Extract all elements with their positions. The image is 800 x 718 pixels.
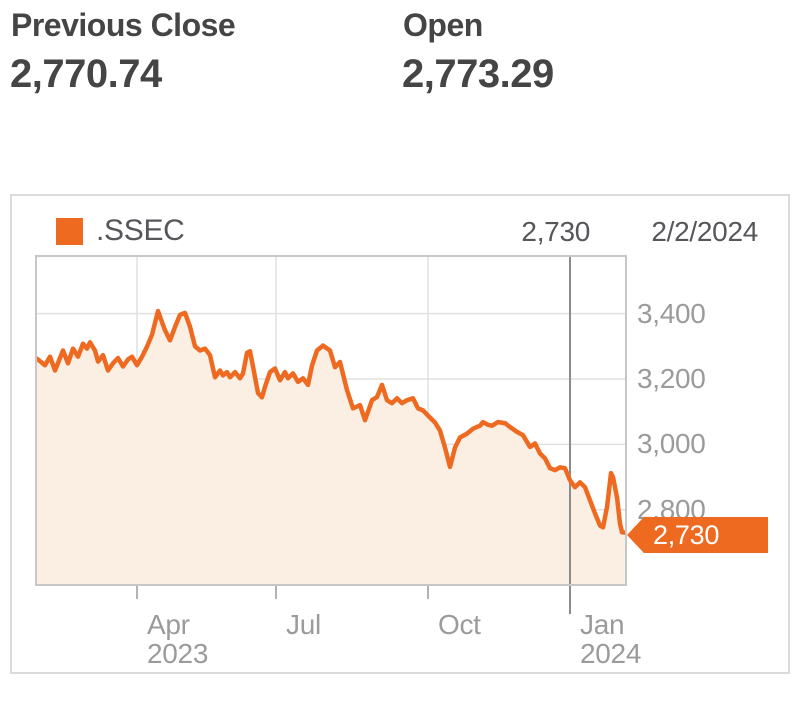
y-axis-label: 3,200 xyxy=(637,363,706,394)
x-axis-label: Jan 2024 xyxy=(580,610,641,668)
x-axis-year-tick xyxy=(569,586,571,614)
cursor-date: 2/2/2024 xyxy=(651,216,758,247)
last-price-badge: 2,730 xyxy=(627,517,768,553)
y-axis-label: 3,000 xyxy=(637,428,706,459)
price-line xyxy=(37,308,625,535)
x-axis-month: Apr xyxy=(147,609,190,640)
x-axis-tick xyxy=(275,586,277,599)
cursor-value: 2,730 xyxy=(521,216,590,247)
x-axis-label: Apr 2023 xyxy=(147,610,208,668)
last-price-badge-label: 2,730 xyxy=(653,520,720,550)
x-axis-year: 2024 xyxy=(580,638,642,669)
x-axis-label: Oct xyxy=(438,610,481,639)
x-axis-month: Oct xyxy=(438,609,481,640)
open-value: 2,773.29 xyxy=(402,52,554,96)
x-axis-year: 2023 xyxy=(147,638,209,669)
x-axis-tick xyxy=(427,586,429,599)
previous-close-label: Previous Close xyxy=(11,7,236,43)
chart-plot[interactable] xyxy=(35,255,627,586)
chart-card: .SSEC 2,730 2/2/2024 3,400 3,200 3,000 2,80… xyxy=(10,194,790,674)
x-axis-month: Jul xyxy=(286,609,321,640)
previous-close-value: 2,770.74 xyxy=(10,52,162,96)
y-axis-label: 3,400 xyxy=(637,298,706,329)
x-axis-tick xyxy=(136,586,138,599)
open-label: Open xyxy=(403,7,483,43)
ssec-legend-swatch-icon xyxy=(56,218,83,245)
area-fill xyxy=(37,311,625,584)
x-axis-month: Jan xyxy=(580,609,625,640)
legend-symbol: .SSEC xyxy=(96,214,185,247)
x-axis-label: Jul xyxy=(286,610,321,639)
